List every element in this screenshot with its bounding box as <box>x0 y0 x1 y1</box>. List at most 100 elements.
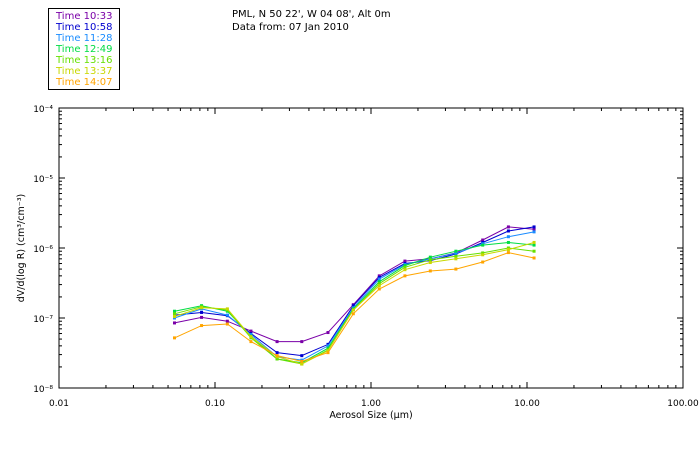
data-point <box>326 346 330 350</box>
data-point <box>275 340 279 344</box>
data-point <box>377 277 381 281</box>
legend-item: Time 13:16 <box>56 55 113 66</box>
data-point <box>300 359 304 363</box>
data-point <box>428 258 432 262</box>
series-2 <box>172 230 536 362</box>
data-point <box>275 351 279 355</box>
data-point <box>506 225 510 229</box>
data-point <box>200 310 204 314</box>
y-tick-label: 10⁻⁸ <box>33 385 53 395</box>
y-axis-label: dV/d(log R) (cm³/cm⁻³) <box>16 194 27 303</box>
data-point <box>377 280 381 284</box>
data-point <box>351 304 355 308</box>
legend-item: Time 11:28 <box>56 33 113 44</box>
data-point <box>351 308 355 312</box>
data-point <box>428 269 432 273</box>
data-point <box>326 349 330 353</box>
data-point <box>275 354 279 358</box>
data-point <box>454 257 458 261</box>
data-point <box>506 246 510 250</box>
data-point <box>377 287 381 291</box>
legend-item: Time 10:33 <box>56 11 113 22</box>
legend-item: Time 10:58 <box>56 22 113 33</box>
data-point <box>532 230 536 234</box>
y-tick-label: 10⁻⁷ <box>33 315 53 325</box>
data-point <box>300 362 304 366</box>
data-point <box>300 354 304 358</box>
series-line <box>174 226 535 357</box>
data-point <box>249 329 253 333</box>
data-point <box>454 267 458 271</box>
data-point <box>377 284 381 288</box>
data-point <box>481 253 485 257</box>
data-point <box>532 249 536 253</box>
data-point <box>326 331 330 335</box>
y-tick-label: 10⁻⁶ <box>33 245 53 255</box>
x-axis-label: Aerosol Size (μm) <box>329 410 412 421</box>
data-point <box>377 282 381 286</box>
data-point <box>172 336 176 340</box>
y-tick-label: 10⁻⁵ <box>33 175 53 185</box>
data-point <box>300 340 304 344</box>
data-point <box>377 275 381 279</box>
data-point <box>403 268 407 272</box>
data-point <box>200 315 204 319</box>
data-point <box>200 324 204 328</box>
x-tick-label: 1.00 <box>361 399 381 409</box>
data-point <box>532 243 536 247</box>
data-point <box>172 315 176 319</box>
data-point <box>172 309 176 313</box>
x-tick-label: 100.00 <box>667 399 699 409</box>
data-point <box>200 306 204 310</box>
data-point <box>225 319 229 323</box>
data-point <box>506 240 510 244</box>
data-point <box>481 238 485 242</box>
chart-subtitle: Data from: 07 Jan 2010 <box>232 22 349 33</box>
legend-item: Time 13:37 <box>56 66 113 77</box>
data-point <box>454 251 458 255</box>
series-line <box>174 231 535 361</box>
series-3 <box>172 240 536 365</box>
data-point <box>403 264 407 268</box>
data-point <box>403 274 407 278</box>
series-6 <box>172 251 536 363</box>
data-point <box>506 248 510 252</box>
chart-title: PML, N 50 22', W 04 08', Alt 0m <box>232 9 391 20</box>
data-point <box>225 307 229 311</box>
series-line <box>174 241 535 364</box>
data-point <box>225 313 229 317</box>
data-point <box>428 261 432 265</box>
data-point <box>249 335 253 339</box>
legend-item: Time 12:49 <box>56 44 113 55</box>
data-point <box>506 251 510 255</box>
data-point <box>403 259 407 263</box>
data-point <box>481 260 485 264</box>
data-point <box>454 254 458 258</box>
x-tick-label: 0.10 <box>205 399 225 409</box>
data-point <box>403 265 407 269</box>
plot-frame <box>58 107 684 389</box>
data-point <box>275 357 279 361</box>
data-point <box>532 240 536 244</box>
data-point <box>532 227 536 231</box>
data-point <box>225 322 229 326</box>
data-point <box>172 321 176 325</box>
data-point <box>326 351 330 355</box>
data-point <box>532 256 536 260</box>
data-point <box>249 333 253 337</box>
data-point <box>481 251 485 255</box>
y-tick-label: 10⁻⁴ <box>33 105 53 115</box>
data-point <box>506 235 510 239</box>
data-point <box>454 249 458 253</box>
data-point <box>172 312 176 316</box>
data-point <box>506 229 510 233</box>
legend: Time 10:33 Time 10:58 Time 11:28 Time 12:49… <box>48 8 120 90</box>
data-point <box>377 274 381 278</box>
data-point <box>532 225 536 229</box>
data-point <box>249 340 253 344</box>
x-tick-label: 10.00 <box>514 399 540 409</box>
data-point <box>326 344 330 348</box>
legend-item: Time 14:07 <box>56 77 113 88</box>
x-tick-label: 0.01 <box>49 399 69 409</box>
